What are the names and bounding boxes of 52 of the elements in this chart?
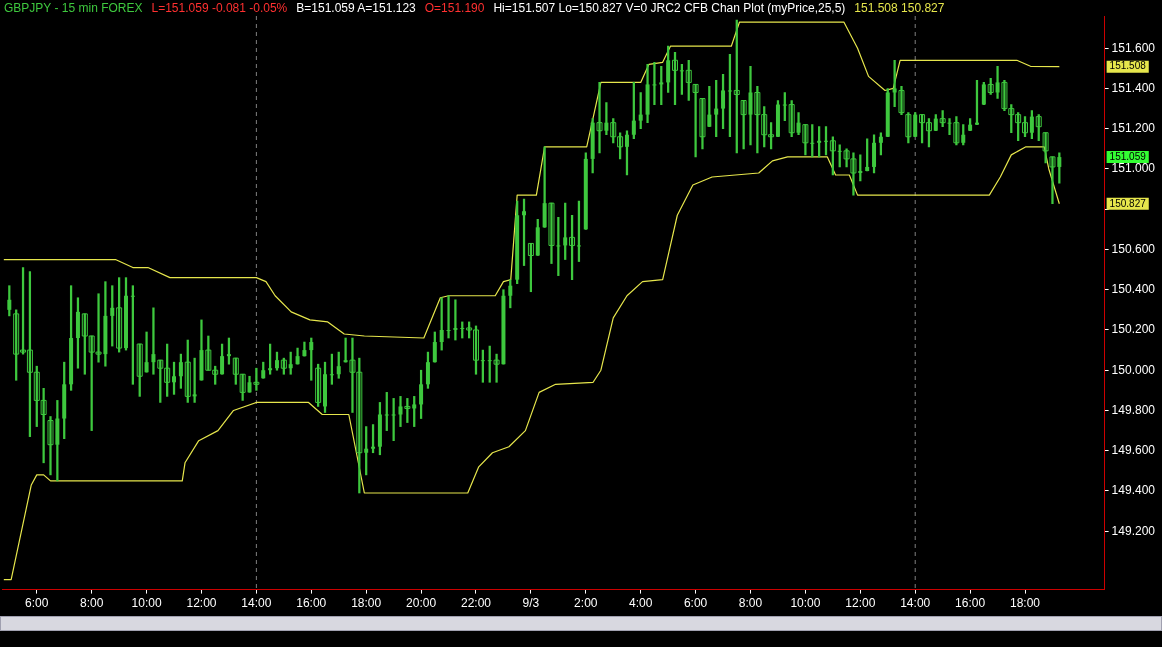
y-tick-label: 150.400 bbox=[1111, 282, 1156, 297]
y-tick-label: 151.200 bbox=[1111, 121, 1156, 136]
candlestick bbox=[144, 331, 149, 373]
text: 150.827 bbox=[1109, 197, 1147, 209]
x-tick-label: 14:00 bbox=[241, 596, 272, 611]
text: L=151.059 -0.081 -0.05% bbox=[151, 1, 288, 15]
x-tick-label: 18:00 bbox=[1010, 596, 1041, 611]
y-tick-label: 151.000 bbox=[1111, 161, 1156, 176]
x-tick-label: 16:00 bbox=[296, 596, 327, 611]
x-tick-label: 12:00 bbox=[845, 596, 876, 611]
candlestick bbox=[123, 277, 128, 351]
candlestick bbox=[974, 80, 979, 126]
x-tick-label: 6:00 bbox=[25, 596, 49, 611]
text: 151.508 150.827 bbox=[854, 1, 945, 15]
y-tick-label: 149.400 bbox=[1111, 483, 1156, 498]
x-tick-label: 8:00 bbox=[79, 596, 104, 611]
y-tick-label: 151.400 bbox=[1111, 80, 1156, 95]
y-tick-label: 151.600 bbox=[1111, 40, 1156, 55]
candlestick bbox=[1042, 132, 1049, 164]
x-tick-label: 14:00 bbox=[900, 596, 931, 611]
x-tick-label: 20:00 bbox=[406, 596, 437, 611]
x-tick-label: 6:00 bbox=[683, 596, 708, 611]
text: O=151.190 bbox=[424, 1, 485, 15]
y-tick-label: 150.200 bbox=[1111, 322, 1156, 337]
candlestick bbox=[823, 126, 828, 156]
x-tick-label: 10:00 bbox=[790, 596, 821, 611]
candlestick bbox=[151, 307, 156, 375]
y-tick-label: 149.800 bbox=[1111, 402, 1156, 417]
candlestick bbox=[323, 361, 328, 413]
text: 151.059 bbox=[1109, 150, 1147, 162]
text: 151.508 bbox=[1109, 60, 1147, 72]
x-tick-label: 22:00 bbox=[460, 596, 492, 611]
candlestick bbox=[692, 83, 699, 158]
y-tick-label: 149.200 bbox=[1111, 523, 1156, 538]
y-tick-label: 150.000 bbox=[1111, 362, 1156, 377]
candlestick bbox=[446, 295, 451, 339]
text: Hi=151.507 Lo=150.827 V=0 JRC2 CFB Chan Plot (myPrice,25,5) bbox=[493, 1, 846, 15]
x-tick-label: 4:00 bbox=[629, 596, 653, 611]
x-tick-label: 2:00 bbox=[574, 596, 598, 611]
chart-title: GBPJPY - 15 min FOREX bbox=[4, 1, 143, 15]
x-tick-label: 8:00 bbox=[738, 596, 763, 611]
y-tick-label: 150.600 bbox=[1111, 241, 1156, 256]
x-tick-label: 12:00 bbox=[186, 596, 217, 611]
candlestick bbox=[192, 357, 197, 403]
y-tick-label: 149.600 bbox=[1111, 443, 1156, 458]
candlestick bbox=[453, 299, 458, 341]
x-tick-label: 18:00 bbox=[351, 596, 382, 611]
x-tick-label: 10:00 bbox=[131, 596, 162, 611]
x-tick-label: 9/3 bbox=[522, 596, 540, 611]
candlestick bbox=[652, 61, 657, 105]
x-tick-label: 16:00 bbox=[955, 596, 986, 611]
text: B=151.059 A=151.123 bbox=[296, 1, 416, 15]
